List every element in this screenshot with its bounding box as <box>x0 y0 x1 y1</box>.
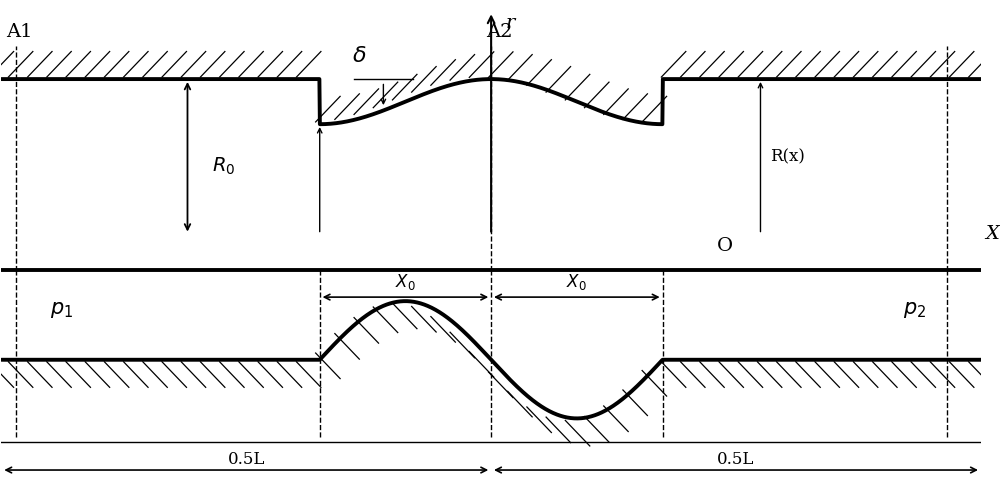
Text: A1: A1 <box>6 24 33 41</box>
Text: 0.5L: 0.5L <box>717 451 755 468</box>
Text: $X_0$: $X_0$ <box>395 272 416 292</box>
Text: $p_1$: $p_1$ <box>50 300 74 320</box>
Text: A2: A2 <box>486 24 513 41</box>
Text: $p_2$: $p_2$ <box>903 300 926 320</box>
Text: R(x): R(x) <box>770 148 805 165</box>
Text: $\delta$: $\delta$ <box>352 44 366 67</box>
Text: r: r <box>506 14 515 32</box>
Text: 0.5L: 0.5L <box>228 451 265 468</box>
Text: O: O <box>716 237 733 255</box>
Text: $R_0$: $R_0$ <box>212 156 235 177</box>
Text: X: X <box>986 225 1000 243</box>
Text: $X_0$: $X_0$ <box>566 272 587 292</box>
